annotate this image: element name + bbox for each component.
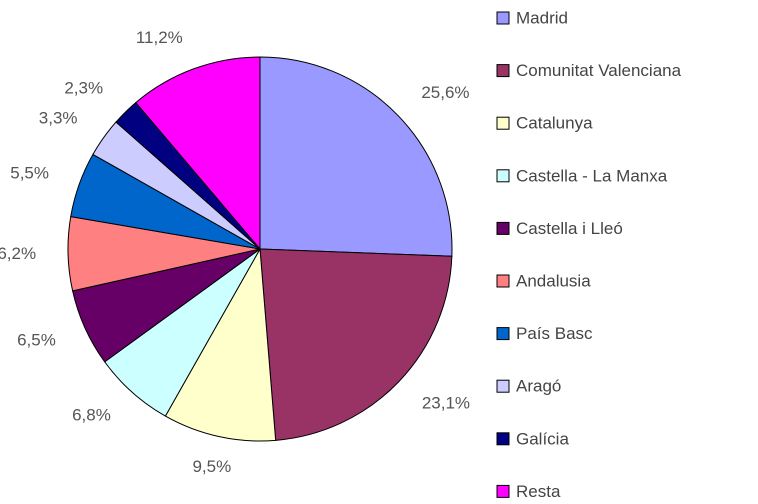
legend-label: Castella - La Manxa	[516, 166, 668, 185]
legend-label: Madrid	[516, 8, 568, 27]
legend-label: Galícia	[516, 429, 569, 448]
legend-swatch	[496, 379, 510, 393]
pie-slice	[259, 56, 453, 257]
legend-label: Andalusia	[516, 271, 591, 290]
legend-swatch	[496, 327, 510, 341]
data-label: 2,3%	[64, 79, 103, 98]
pie-slice	[164, 247, 277, 442]
legend-label: Castella i Lleó	[516, 219, 623, 238]
legend-swatch	[496, 221, 510, 235]
legend-swatch	[496, 484, 510, 498]
data-label: 9,5%	[192, 457, 231, 476]
data-label: 6,2%	[0, 244, 36, 263]
pie-slice	[135, 56, 261, 251]
legend-swatch	[496, 116, 510, 130]
data-label: 23,1%	[422, 393, 470, 412]
legend-label: Catalunya	[516, 114, 593, 133]
data-label: 25,6%	[421, 83, 469, 102]
pie-slice	[259, 248, 453, 441]
legend-label: Aragó	[516, 377, 561, 396]
legend-label: País Basc	[516, 324, 593, 343]
legend-swatch	[496, 432, 510, 446]
legend-swatch	[496, 169, 510, 183]
legend-swatch	[496, 274, 510, 288]
data-label: 6,5%	[17, 331, 56, 350]
data-label: 3,3%	[39, 109, 78, 128]
legend-swatch	[496, 11, 510, 25]
legend-label: Comunitat Valenciana	[516, 61, 682, 80]
data-label: 6,8%	[72, 406, 111, 425]
data-label: 11,2%	[136, 28, 183, 47]
legend-swatch	[496, 64, 510, 78]
data-label: 5,5%	[10, 163, 49, 182]
legend-label: Resta	[516, 482, 561, 501]
